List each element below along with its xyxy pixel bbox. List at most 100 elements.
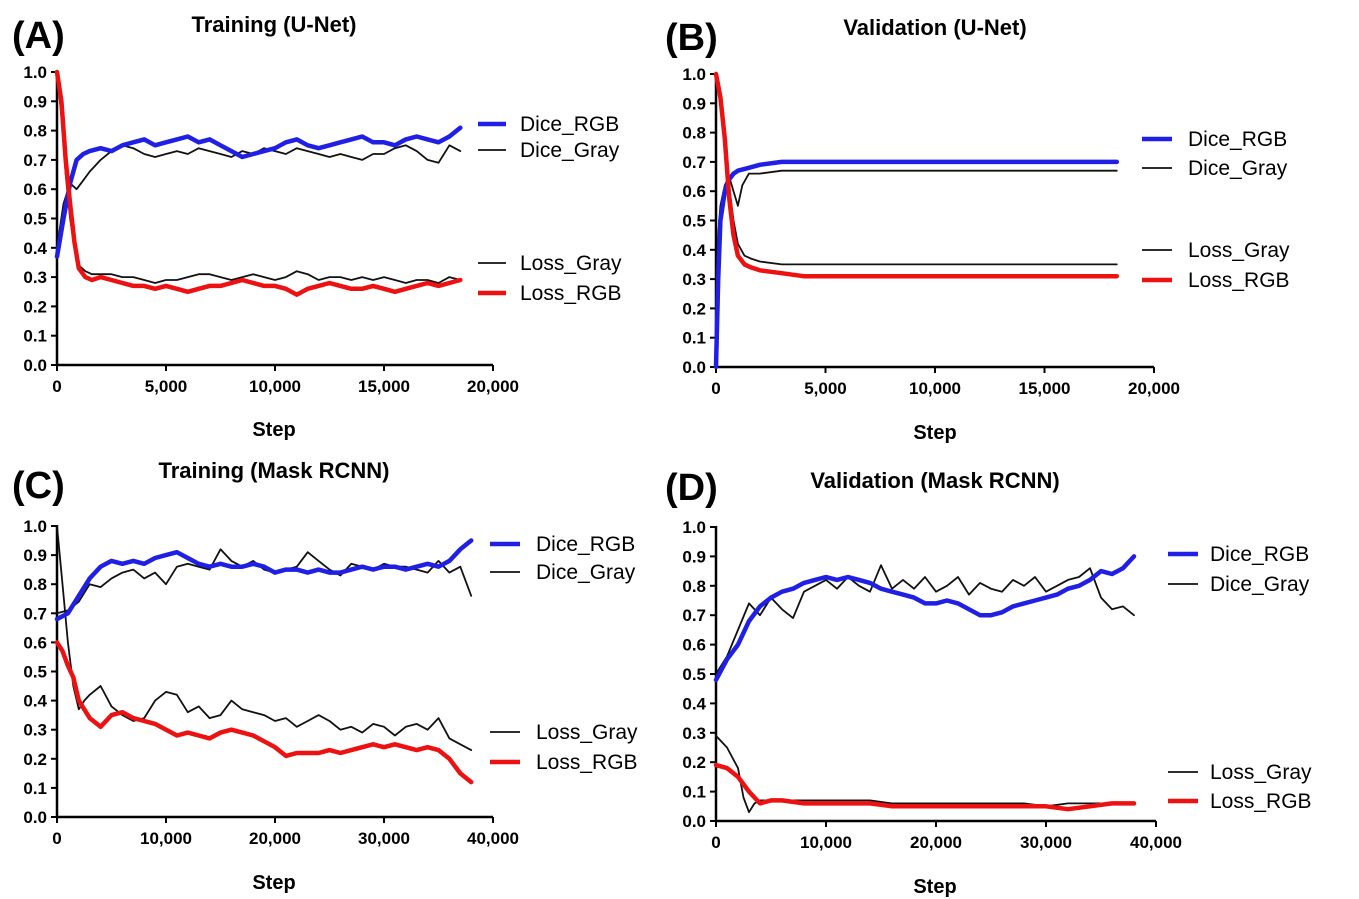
y-tick-label: 0.3 [682, 270, 706, 289]
y-tick-label: 0.2 [23, 297, 47, 316]
x-tick-label: 20,000 [467, 377, 519, 396]
series-line-loss-gray [716, 74, 1117, 264]
y-tick-label: 0.4 [23, 239, 47, 258]
y-tick-label: 0.5 [682, 665, 706, 684]
y-tick-label: 0.1 [23, 327, 47, 346]
x-tick-label: 10,000 [249, 377, 301, 396]
legend-label: Dice_RGB [520, 113, 619, 136]
chart-panel-4: (D) Validation (Mask RCNN) 0.0 0.1 0.2 0.3 0.4… [665, 467, 1312, 898]
legend-label: Loss_Gray [520, 252, 622, 275]
legend-label: Dice_RGB [536, 533, 635, 556]
x-axis-title: Step [252, 419, 295, 441]
x-tick-label: 15,000 [358, 377, 410, 396]
y-tick-label: 0.6 [23, 180, 47, 199]
y-tick-label: 0.5 [23, 663, 47, 682]
y-tick-label: 0.0 [23, 808, 47, 827]
y-tick-label: 0.9 [23, 92, 47, 111]
y-tick-label: 0.0 [682, 812, 706, 831]
x-tick-label: 20,000 [910, 833, 962, 852]
series-line-dice-rgb [57, 541, 471, 620]
y-tick-label: 0.7 [682, 153, 706, 172]
y-tick-label: 0.2 [23, 750, 47, 769]
y-tick-label: 0.6 [682, 636, 706, 655]
panel-label: (D) [665, 467, 718, 509]
y-tick-label: 0.0 [23, 356, 47, 375]
y-tick-label: 0.7 [682, 606, 706, 625]
series-line-loss-rgb [57, 72, 460, 295]
y-tick-label: 0.6 [23, 633, 47, 652]
y-tick-label: 0.1 [682, 783, 706, 802]
y-tick-label: 0.8 [682, 124, 706, 143]
x-tick-label: 0 [711, 833, 720, 852]
panel-label: (C) [12, 465, 65, 507]
legend-label: Loss_RGB [520, 282, 622, 305]
x-axis-title: Step [913, 876, 956, 898]
y-tick-label: 0.8 [23, 575, 47, 594]
legend-label: Loss_RGB [1188, 269, 1290, 292]
legend-label: Dice_Gray [1188, 157, 1288, 180]
x-tick-label: 0 [52, 829, 61, 848]
x-tick-label: 20,000 [249, 829, 301, 848]
chart-title: Validation (U-Net) [843, 15, 1026, 40]
y-tick-label: 0.5 [23, 210, 47, 229]
x-tick-label: 10,000 [800, 833, 852, 852]
x-tick-label: 0 [52, 377, 61, 396]
y-tick-label: 0.9 [23, 546, 47, 565]
y-tick-label: 0.7 [23, 604, 47, 623]
y-tick-label: 0.8 [682, 577, 706, 596]
y-tick-label: 1.0 [682, 65, 706, 84]
y-tick-label: 0.2 [682, 299, 706, 318]
x-tick-label: 40,000 [467, 829, 519, 848]
y-tick-label: 0.5 [682, 212, 706, 231]
panel-label: (A) [12, 15, 65, 57]
legend-label: Loss_RGB [1210, 790, 1312, 813]
chart-title: Training (U-Net) [192, 12, 357, 37]
x-tick-label: 30,000 [1020, 833, 1072, 852]
y-tick-label: 0.9 [682, 94, 706, 113]
y-tick-label: 1.0 [23, 63, 47, 82]
y-tick-label: 0.1 [682, 329, 706, 348]
y-tick-label: 0.0 [682, 358, 706, 377]
series-line-dice-gray [57, 145, 460, 248]
y-tick-label: 1.0 [23, 517, 47, 536]
panel-label: (B) [665, 17, 718, 59]
legend-label: Loss_Gray [1188, 239, 1290, 262]
chart-title: Training (Mask RCNN) [158, 458, 389, 483]
x-axis-title: Step [252, 872, 295, 894]
y-tick-label: 0.4 [682, 694, 706, 713]
x-tick-label: 5,000 [145, 377, 188, 396]
x-axis-title: Step [913, 422, 956, 444]
y-tick-label: 0.4 [23, 692, 47, 711]
y-tick-label: 0.3 [682, 724, 706, 743]
series-line-loss-rgb [716, 74, 1117, 276]
series-line-loss-gray [57, 72, 460, 283]
series-line-loss-gray [57, 526, 471, 750]
y-tick-label: 0.7 [23, 151, 47, 170]
x-tick-label: 10,000 [909, 379, 961, 398]
y-tick-label: 1.0 [682, 518, 706, 537]
series-line-dice-rgb [716, 556, 1134, 680]
series-line-dice-gray [57, 549, 471, 613]
legend-label: Dice_Gray [1210, 573, 1310, 596]
series-line-dice-gray [716, 565, 1134, 674]
y-tick-label: 0.1 [23, 779, 47, 798]
x-tick-label: 30,000 [358, 829, 410, 848]
x-tick-label: 10,000 [140, 829, 192, 848]
chart-panel-1: (A) Training (U-Net) 0.0 0.1 0.2 0.3 0.4 0.5 0.6… [12, 12, 622, 441]
legend-label: Dice_Gray [520, 139, 620, 162]
x-tick-label: 0 [711, 379, 720, 398]
chart-title: Validation (Mask RCNN) [810, 468, 1059, 493]
chart-panel-2: (B) Validation (U-Net) 0.0 0.1 0.2 0.3 0.4 0.5 0… [665, 15, 1290, 444]
y-tick-label: 0.2 [682, 753, 706, 772]
series-line-loss-rgb [57, 642, 471, 782]
x-tick-label: 20,000 [1128, 379, 1180, 398]
y-tick-label: 0.4 [682, 241, 706, 260]
chart-panel-3: (C) Training (Mask RCNN) 0.0 0.1 0.2 0.3 0.4 0.… [12, 458, 638, 894]
legend-label: Loss_Gray [1210, 761, 1312, 784]
legend-label: Loss_Gray [536, 721, 638, 744]
legend-label: Loss_RGB [536, 751, 638, 774]
x-tick-label: 15,000 [1019, 379, 1071, 398]
x-tick-label: 5,000 [804, 379, 847, 398]
x-tick-label: 40,000 [1130, 833, 1182, 852]
